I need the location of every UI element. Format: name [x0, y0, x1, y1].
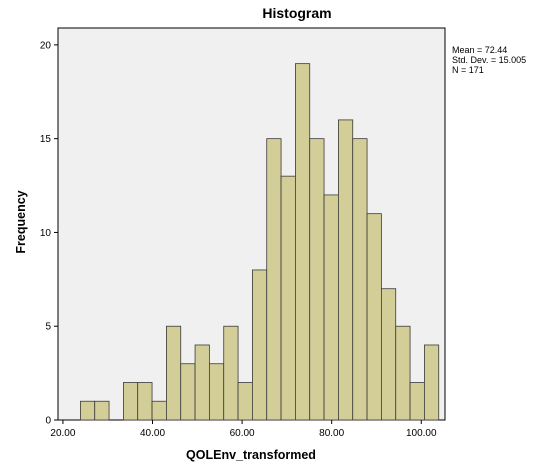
- x-tick-label: 100.00: [406, 428, 437, 439]
- x-tick-label: 60.00: [230, 428, 255, 439]
- histogram-bar: [266, 138, 282, 421]
- histogram-bar: [309, 138, 325, 421]
- histogram-bar: [323, 194, 339, 421]
- y-tick-label: 20: [40, 40, 52, 51]
- stats-mean: Mean = 72.44: [452, 45, 507, 55]
- x-tick-label: 80.00: [319, 428, 344, 439]
- y-axis-label: Frequency: [14, 190, 28, 253]
- histogram-bar: [409, 382, 425, 421]
- histogram-bar: [151, 400, 167, 421]
- histogram-bar: [366, 213, 382, 421]
- stats-std-dev: Std. Dev. = 15.005: [452, 55, 526, 65]
- histogram-bar: [395, 325, 411, 421]
- y-tick-label: 0: [45, 416, 51, 427]
- x-axis-label: QOLEnv_transformed: [186, 448, 316, 462]
- histogram-bar: [294, 63, 311, 421]
- stats-n: N = 171: [452, 65, 484, 75]
- bars-layer: [80, 63, 440, 421]
- y-tick-label: 5: [45, 322, 51, 333]
- histogram-bar: [165, 325, 182, 421]
- chart-title: Histogram: [262, 5, 331, 21]
- ticks-layer: 0 5 10 15 20 20.00 40.00 60.00 80.00 100.00: [40, 40, 437, 439]
- histogram-bar: [251, 269, 268, 421]
- x-tick-label: 20.00: [50, 428, 75, 439]
- y-tick-label: 15: [40, 134, 52, 145]
- histogram-bar: [123, 382, 139, 421]
- histogram-bar: [237, 382, 253, 421]
- stats-box: Mean = 72.44 Std. Dev. = 15.005 N = 171: [452, 45, 526, 75]
- histogram-bar: [337, 119, 354, 421]
- histogram-bar: [223, 325, 239, 421]
- histogram-bar: [137, 382, 153, 421]
- histogram-bar: [380, 288, 397, 421]
- histogram-bar: [194, 344, 210, 421]
- histogram-bar: [94, 400, 110, 421]
- histogram-bar: [180, 363, 196, 421]
- histogram-bar: [208, 363, 225, 421]
- histogram-bar: [423, 344, 440, 421]
- y-tick-label: 10: [40, 228, 52, 239]
- histogram-bar: [352, 138, 368, 421]
- histogram-bar: [280, 175, 296, 421]
- x-tick-label: 40.00: [140, 428, 165, 439]
- histogram-bar: [80, 400, 96, 421]
